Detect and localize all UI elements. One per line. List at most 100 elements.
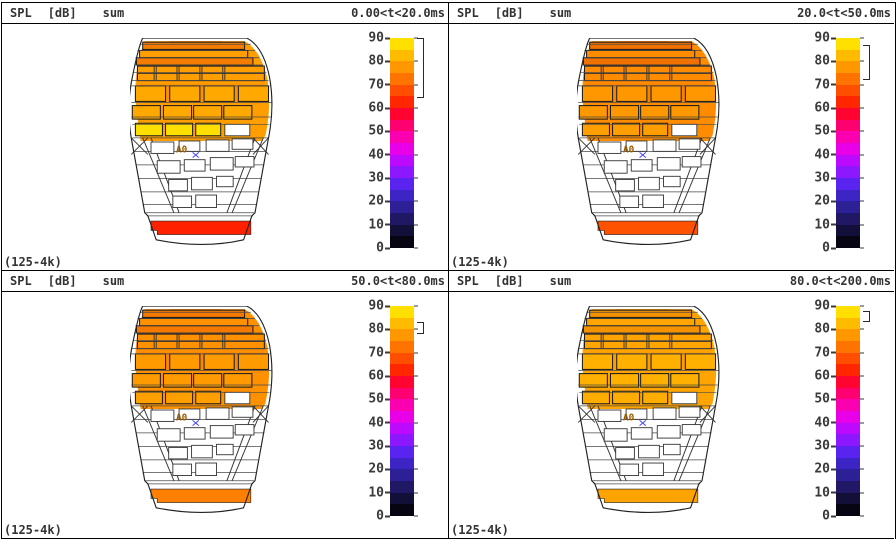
panel-header: SPL [dB] sum 80.0<t<200.0ms [449, 271, 894, 292]
seat-strip [582, 325, 701, 334]
colorbar-step [836, 364, 860, 377]
colorbar-tick-mark [385, 60, 390, 63]
colorbar-tick-label: 50 [814, 391, 830, 407]
colorbar-tick-label: 60 [368, 100, 384, 116]
colorbar-tick-mark [831, 177, 836, 179]
colorbar-tick-mark [385, 200, 390, 203]
colorbar-tick-mark [385, 305, 390, 307]
colorbar-range-bracket [863, 310, 870, 322]
frequency-band-label: (125-4k) [451, 255, 509, 269]
colorbar-step [836, 189, 860, 202]
colorbar-tick-mark [831, 305, 836, 307]
stage-front-strip [597, 488, 699, 503]
colorbar-step [390, 224, 414, 237]
colorbar-step [390, 236, 414, 249]
colorbar-range-bracket [417, 322, 424, 334]
seat-blocks-row-highlight [134, 122, 251, 137]
colorbar-step [390, 376, 414, 388]
colorbar-step [390, 434, 414, 447]
floor-seat-blocks [150, 406, 255, 476]
colorbar-tick-mark [860, 177, 864, 179]
colorbar-step [390, 352, 414, 365]
hall-outline [130, 306, 273, 514]
colorbar-tick-mark [385, 445, 390, 447]
mode-label: sum [102, 274, 125, 288]
frequency-band-label: (125-4k) [4, 255, 62, 269]
colorbar-tick-label: 60 [368, 368, 384, 384]
colorbar-tick-mark [414, 445, 418, 447]
panel-plot-area: A0 90 80 70 60 50 40 30 20 10 0 (125-4k) [2, 24, 448, 270]
colorbar-step [836, 422, 860, 435]
colorbar-step [390, 492, 414, 505]
colorbar-step [390, 131, 414, 144]
colorbar-step [836, 236, 860, 249]
colorbar-step [390, 96, 414, 109]
spl-label: SPL [10, 6, 32, 20]
colorbar-step [390, 364, 414, 377]
colorbar-tick-mark [414, 492, 418, 494]
colorbar-step [836, 446, 860, 458]
colorbar-tick-mark [860, 154, 864, 156]
mode-label: sum [549, 274, 572, 288]
seat-strip-dividers [584, 66, 712, 81]
colorbar-tick-mark [414, 328, 418, 330]
colorbar-tick-label: 50 [368, 123, 384, 139]
colorbar-step [836, 317, 860, 330]
colorbar-tick-label: 90 [814, 30, 830, 46]
source-marker-icon [192, 420, 200, 426]
panel-header: SPL [dB] sum 20.0<t<50.0ms [449, 3, 894, 24]
colorbar-step [390, 387, 414, 400]
colorbar-step [836, 38, 860, 50]
colorbar-tick-mark [385, 107, 390, 109]
colorbar-tick-label: 20 [368, 461, 384, 477]
colorbar-tick-mark [385, 153, 390, 156]
seat-blocks-row-mid [578, 105, 700, 120]
colorbar-tick-mark [860, 492, 864, 494]
colorbar-step [390, 201, 414, 214]
colorbar-tick-mark [831, 153, 836, 156]
colorbar-step [390, 108, 414, 120]
colorbar-tick-label: 40 [368, 415, 384, 431]
seat-blocks-row-large [134, 85, 270, 102]
colorbar: 90 80 70 60 50 40 30 20 10 0 [810, 300, 888, 523]
colorbar-tick-label: 40 [814, 147, 830, 163]
colorbar-tick-mark [860, 247, 864, 249]
colorbar-step [836, 224, 860, 237]
colorbar-tick-mark [385, 223, 390, 226]
colorbar-tick-mark [831, 223, 836, 226]
colorbar-tick-mark [831, 445, 836, 447]
hall-outline [577, 306, 720, 514]
colorbar-tick-label: 90 [814, 298, 830, 314]
colorbar-step [836, 131, 860, 144]
time-window-label: 20.0<t<50.0ms [797, 6, 891, 20]
colorbar-tick-mark [831, 200, 836, 203]
colorbar-tick-mark [385, 247, 390, 249]
colorbar-tick-label: 70 [814, 345, 830, 361]
seat-strip [135, 57, 254, 66]
colorbar-step [390, 143, 414, 155]
colorbar-tick-mark [831, 37, 836, 39]
colorbar-tick-mark [860, 37, 864, 39]
colorbar-step [390, 119, 414, 132]
colorbar-step [836, 399, 860, 412]
colorbar-step [836, 154, 860, 167]
colorbar-tick-mark [831, 328, 836, 331]
mode-label: sum [549, 6, 572, 20]
colorbar-gradient [390, 306, 414, 517]
colorbar-tick-mark [385, 375, 390, 377]
source-marker-icon [192, 152, 200, 158]
unit-label: [dB] [47, 6, 77, 20]
colorbar-step [390, 411, 414, 423]
colorbar-tick-mark [831, 60, 836, 63]
colorbar-tick-mark [860, 130, 864, 132]
colorbar-tick-label: 30 [814, 170, 830, 186]
colorbar-step [390, 73, 414, 85]
colorbar-step [836, 61, 860, 74]
colorbar-tick-label: 50 [814, 123, 830, 139]
colorbar-tick-label: 70 [368, 345, 384, 361]
seat-blocks-row-highlight [134, 390, 251, 405]
colorbar-step [836, 119, 860, 132]
panel-plot-area: A0 90 80 70 60 50 40 30 20 10 0 (125-4k) [449, 292, 894, 538]
frequency-band-label: (125-4k) [451, 523, 509, 537]
colorbar-step [836, 481, 860, 493]
